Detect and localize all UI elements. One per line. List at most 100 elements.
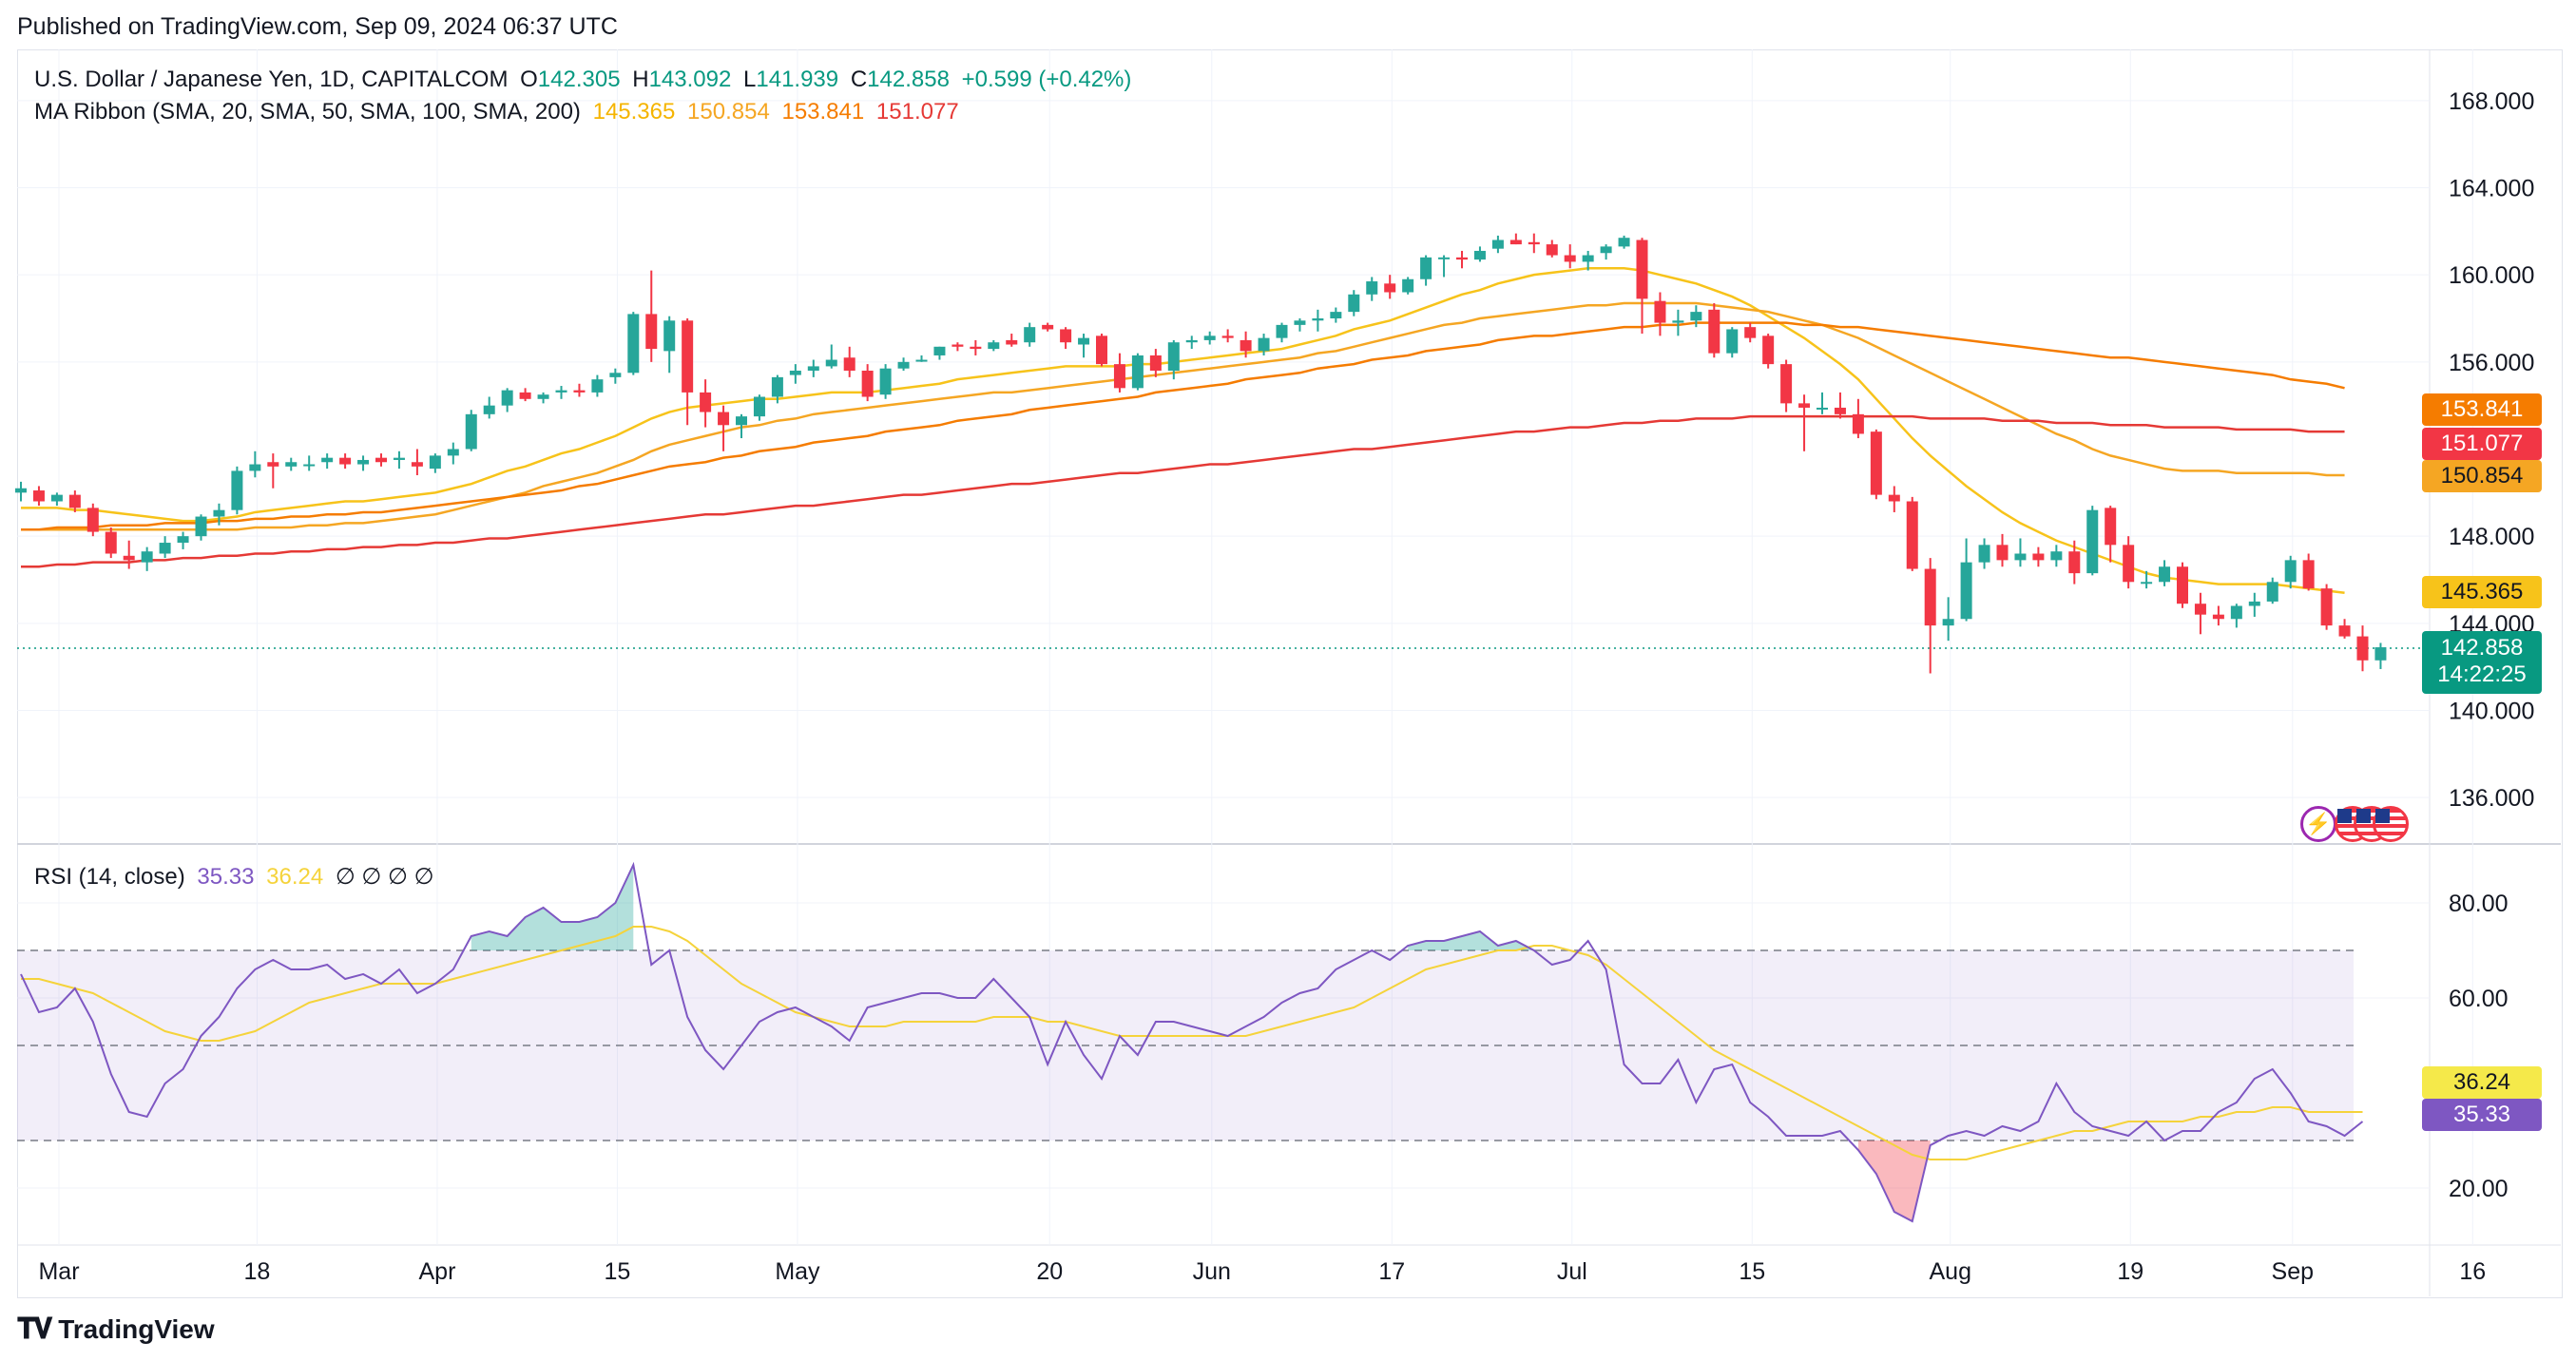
- rsi-tick-label: 60.00: [2449, 986, 2509, 1012]
- time-tick-label: 15: [1739, 1258, 1765, 1285]
- published-header: Published on TradingView.com, Sep 09, 20…: [17, 13, 618, 40]
- candle-body: [1672, 320, 1684, 323]
- candle-body: [1564, 255, 1576, 262]
- candle-body: [2141, 582, 2153, 585]
- candle-body: [682, 320, 694, 393]
- price-tick-label: 164.000: [2449, 176, 2534, 202]
- low-value: 141.939: [756, 67, 839, 92]
- price-tick-label: 148.000: [2449, 524, 2534, 550]
- candle-body: [2050, 551, 2063, 561]
- candle-body: [375, 457, 387, 463]
- candle-body: [1420, 257, 1432, 279]
- ma100-price-tag: 153.841: [2422, 393, 2542, 426]
- time-tick-label: Sep: [2272, 1258, 2314, 1285]
- ma20-price-tag: 145.365: [2422, 576, 2542, 608]
- ma-ribbon-legend[interactable]: MA Ribbon (SMA, 20, SMA, 50, SMA, 100, S…: [34, 99, 965, 125]
- rsi-legend[interactable]: RSI (14, close) 35.33 36.24 ∅ ∅ ∅ ∅: [34, 863, 440, 891]
- candle-body: [843, 357, 855, 371]
- candle-body: [1330, 312, 1342, 318]
- high-label: H: [632, 67, 649, 92]
- candle-body: [1456, 257, 1468, 260]
- candle-body: [1096, 335, 1107, 365]
- candle-body: [339, 457, 352, 465]
- candle-body: [1167, 342, 1180, 371]
- ma20-value: 145.365: [592, 99, 676, 125]
- last-price-tag: 142.858 14:22:25: [2422, 631, 2542, 694]
- candle-body: [2230, 605, 2242, 620]
- candle-body: [87, 508, 99, 532]
- price-tick-label: 160.000: [2449, 262, 2534, 289]
- candle-body: [1942, 619, 1954, 626]
- candle-body: [1906, 501, 1918, 569]
- candle-body: [1636, 240, 1648, 299]
- ma100-line: [21, 321, 2345, 531]
- candle-body: [1817, 407, 1828, 410]
- us-flag-icon-3[interactable]: [2373, 806, 2409, 842]
- candle-body: [195, 516, 207, 537]
- candle-body: [411, 462, 423, 467]
- ma20-line: [21, 267, 2345, 594]
- candle-body: [123, 555, 135, 561]
- candle-body: [1546, 244, 1558, 256]
- candle-body: [68, 494, 81, 508]
- candle-body: [1780, 364, 1793, 404]
- ma200-line: [21, 414, 2345, 568]
- candle-body: [2266, 582, 2278, 602]
- rsi-title: RSI (14, close): [34, 864, 185, 890]
- candle-body: [1528, 241, 1540, 245]
- tradingview-logo-icon: 𝐓𝐕: [17, 1313, 52, 1345]
- candle-body: [231, 470, 243, 510]
- events-icons[interactable]: ⚡: [2300, 804, 2414, 842]
- high-value: 143.092: [648, 67, 732, 92]
- candle-body: [2284, 560, 2297, 583]
- candle-body: [141, 551, 153, 563]
- candle-body: [1708, 309, 1721, 354]
- candle-body: [825, 359, 837, 367]
- candle-body: [1888, 494, 1900, 502]
- candle-body: [897, 361, 910, 369]
- candle-body: [1996, 545, 2009, 561]
- candle-body: [1149, 355, 1162, 371]
- candle-body: [15, 488, 27, 493]
- price-tick-label: 136.000: [2449, 785, 2534, 812]
- candle-body: [771, 376, 783, 397]
- candle-body: [1618, 238, 1630, 247]
- lightning-icon[interactable]: ⚡: [2300, 806, 2336, 842]
- candle-body: [213, 509, 225, 517]
- candle-body: [1438, 257, 1451, 259]
- candle-body: [700, 392, 712, 412]
- price-tick-label: 156.000: [2449, 350, 2534, 376]
- candle-body: [1258, 337, 1270, 352]
- candle-body: [393, 457, 405, 460]
- candle-body: [1384, 283, 1396, 293]
- time-tick-label: Jul: [1557, 1258, 1587, 1285]
- ma50-value: 150.854: [687, 99, 770, 125]
- last-price-value: 142.858: [2440, 635, 2524, 661]
- time-tick-label: 16: [2459, 1258, 2486, 1285]
- candle-body: [1798, 403, 1811, 408]
- candle-body: [1024, 327, 1036, 343]
- candle-body: [357, 459, 370, 465]
- ma200-price-tag: 151.077: [2422, 428, 2542, 460]
- candle-body: [970, 346, 982, 350]
- rsi-value: 35.33: [197, 864, 255, 890]
- candle-body: [2086, 509, 2099, 574]
- candle-body: [32, 490, 45, 502]
- time-tick-label: Apr: [418, 1258, 455, 1285]
- open-value: 142.305: [537, 67, 621, 92]
- candle-body: [1078, 337, 1090, 345]
- rsi-tick-label: 20.00: [2449, 1176, 2509, 1202]
- tradingview-brand-name: TradingView: [58, 1314, 215, 1344]
- close-label: C: [850, 67, 868, 92]
- symbol-legend[interactable]: U.S. Dollar / Japanese Yen, 1D, CAPITALC…: [34, 67, 1137, 93]
- candle-body: [1240, 339, 1252, 352]
- tradingview-brand[interactable]: 𝐓𝐕 TradingView: [17, 1313, 215, 1346]
- candle-body: [789, 371, 801, 375]
- ma100-value: 153.841: [781, 99, 865, 125]
- candle-body: [1509, 240, 1522, 245]
- rsi-overbought-fill: [471, 865, 634, 950]
- candle-body: [861, 371, 874, 397]
- candle-body: [2338, 625, 2351, 637]
- candle-body: [915, 359, 928, 362]
